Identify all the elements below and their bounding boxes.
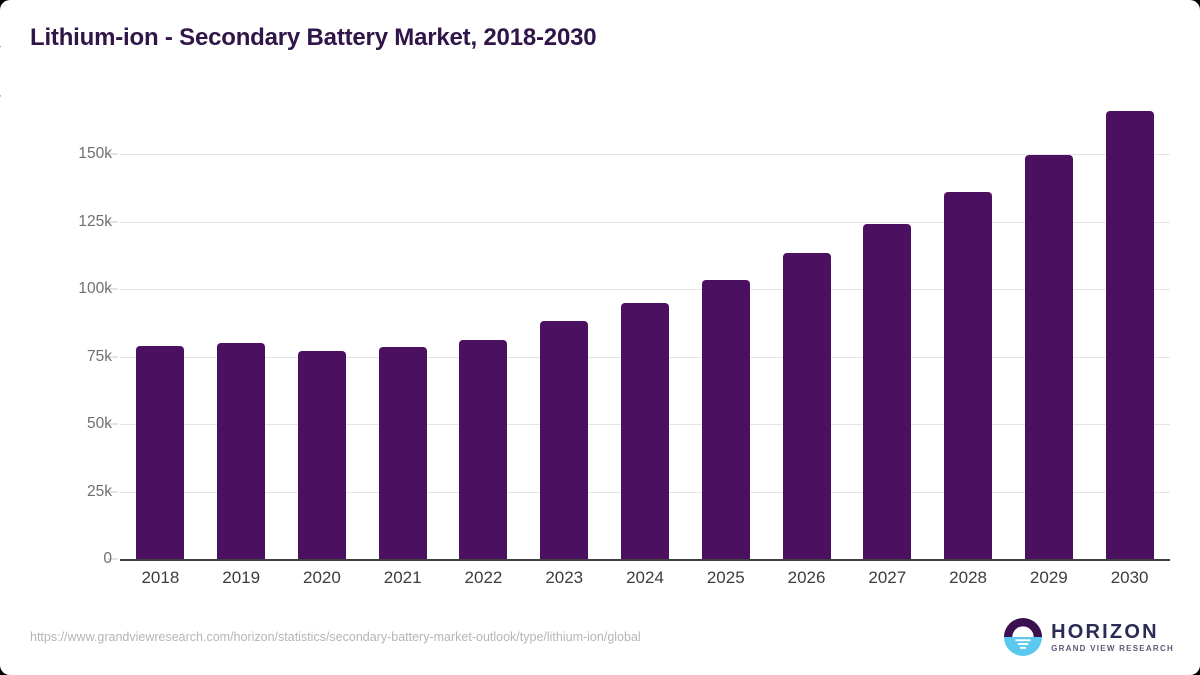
bar[interactable]: [701, 279, 750, 559]
plot-area: [108, 110, 1170, 560]
x-axis-line: [120, 559, 1170, 561]
horizon-sunset-circle-icon: [1004, 618, 1043, 656]
y-tick-mark: [108, 356, 118, 357]
x-tick-label: 2024: [626, 568, 664, 587]
source-url[interactable]: https://www.grandviewresearch.com/horizo…: [30, 630, 641, 644]
y-tick-mark: [108, 153, 118, 155]
y-tick-mark: [108, 221, 118, 222]
y-tick-label: 100k: [78, 280, 112, 297]
bar[interactable]: [297, 351, 346, 559]
y-tick-label: 25k: [87, 482, 112, 500]
bar[interactable]: [459, 340, 508, 559]
bar[interactable]: [217, 343, 266, 559]
logo-text-block: HORIZON GRAND VIEW RESEARCH: [1051, 622, 1174, 653]
y-tick-mark: [108, 423, 118, 425]
x-tick-label: 2028: [949, 568, 987, 587]
x-tick-label: 2029: [1029, 568, 1068, 587]
y-axis-label: Market Size (US$M): [0, 42, 2, 195]
x-tick-label: 2021: [383, 568, 422, 587]
bar[interactable]: [1105, 110, 1154, 559]
bars-group: [120, 110, 1170, 559]
x-tick-label: 2018: [141, 568, 180, 587]
y-tick-mark: [108, 491, 118, 492]
y-tick-label: 75k: [87, 347, 112, 365]
gridline: [120, 154, 1170, 155]
x-tick-label: 2025: [706, 568, 745, 587]
bar[interactable]: [540, 321, 589, 559]
x-tick-label: 2020: [303, 568, 341, 587]
bar[interactable]: [863, 224, 912, 559]
page-title: Lithium-ion - Secondary Battery Market, …: [30, 24, 597, 51]
y-tick-label: 125k: [78, 212, 112, 230]
bar[interactable]: [944, 191, 993, 559]
y-tick-label: 50k: [87, 415, 112, 432]
x-tick-label: 2027: [868, 568, 907, 587]
x-tick-label: 2023: [545, 568, 584, 587]
x-tick-label: 2022: [464, 568, 503, 587]
logo-name: HORIZON: [1051, 620, 1159, 643]
brand-logo[interactable]: HORIZON GRAND VIEW RESEARCH: [1004, 617, 1174, 657]
bar[interactable]: [621, 302, 669, 559]
bar[interactable]: [782, 252, 831, 559]
x-tick-label: 2026: [787, 568, 826, 587]
x-tick-label: 2019: [222, 568, 261, 587]
gridline: [120, 289, 1170, 290]
bar[interactable]: [1024, 155, 1073, 559]
logo-tagline: GRAND VIEW RESEARCH: [1051, 643, 1174, 653]
y-tick-mark: [108, 288, 118, 290]
y-tick-label: 0: [103, 550, 112, 567]
bar[interactable]: [136, 345, 185, 559]
gridline: [120, 221, 1170, 223]
y-tick-mark: [108, 558, 118, 560]
y-tick-label: 150k: [78, 145, 112, 162]
x-tick-label: 2030: [1110, 568, 1149, 587]
bar[interactable]: [378, 347, 427, 559]
